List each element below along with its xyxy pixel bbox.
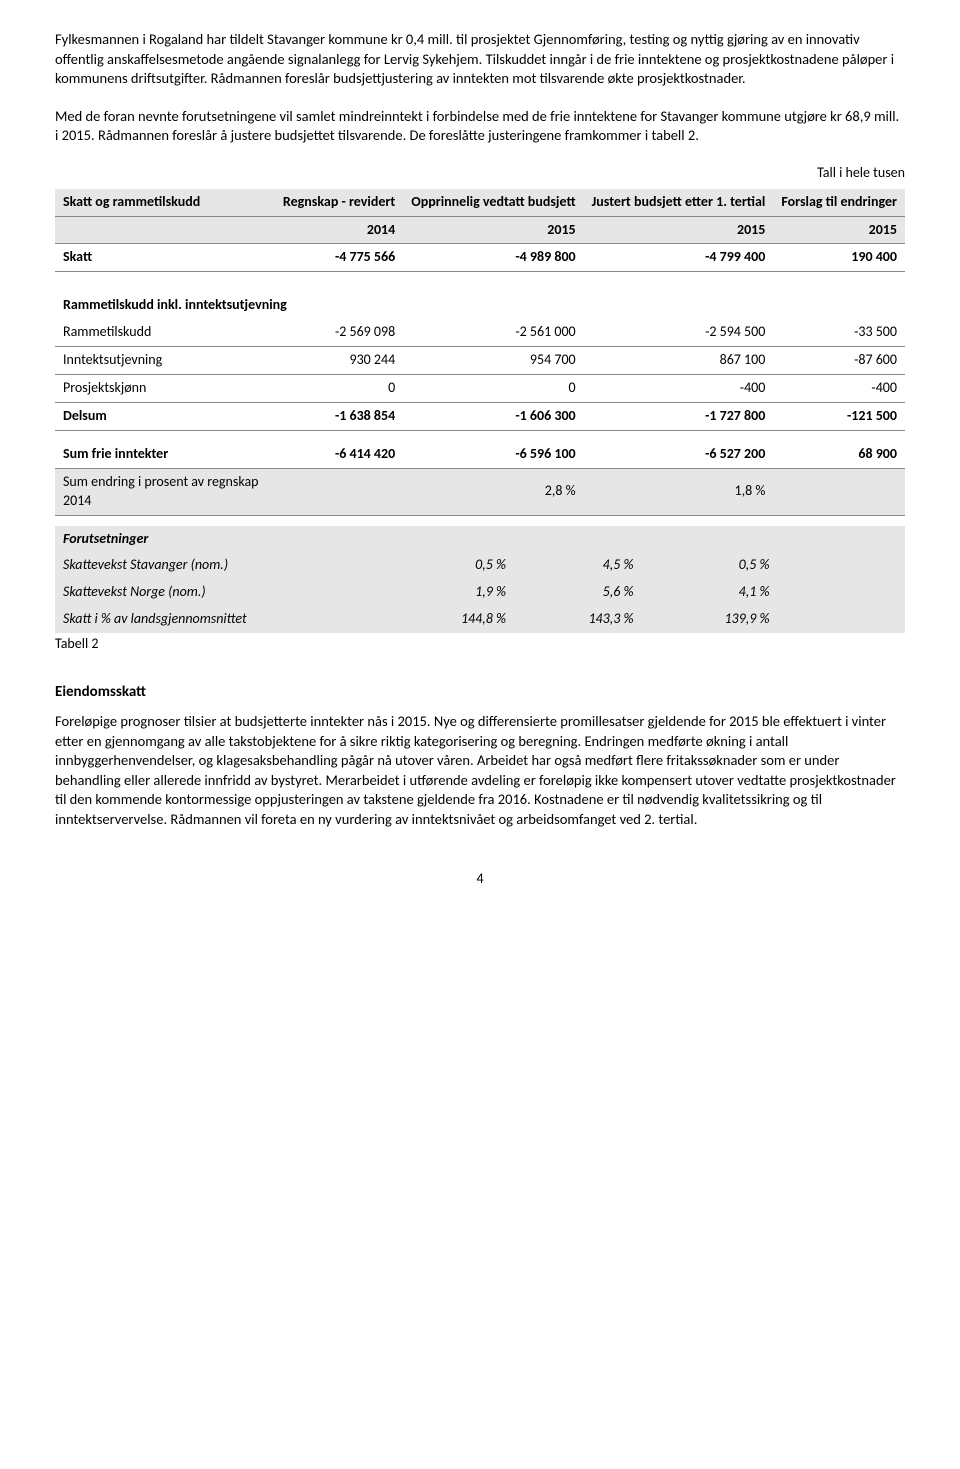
tbl2-caption: Tabell 2 [55,635,905,654]
row-pro-label: Prosjektskjønn [55,375,275,403]
row-pro-c3: -400 [584,375,774,403]
intro-paragraph-2: Med de foran nevnte forutsetningene vil … [55,107,905,146]
tbl2-r1-c1: 0,5 % [387,552,515,579]
row-sum-c2: -6 596 100 [403,441,583,468]
intro-paragraph-1: Fylkesmannen i Rogaland har tildelt Stav… [55,30,905,89]
row-sum-c4: 68 900 [773,441,905,468]
row-sum-c3: -6 527 200 [584,441,774,468]
tbl2-r3-label: Skatt i % av landsgjennomsnittet [55,606,387,633]
budget-table: Skatt og rammetilskudd Regnskap - revide… [55,189,905,516]
row-inn-c1: 930 244 [275,347,403,375]
tbl2-r2-c2: 5,6 % [514,579,642,606]
row-ramm-label: Rammetilskudd [55,319,275,346]
tbl2-hdr: Forutsetninger [55,526,905,553]
tbl2-r1-c4 [778,552,906,579]
unit-caption: Tall i hele tusen [55,164,905,183]
eiendomsskatt-text: Foreløpige prognoser tilsier at budsjett… [55,712,896,828]
tbl2-r1-label: Skattevekst Stavanger (nom.) [55,552,387,579]
spacer-2 [55,430,905,441]
row-del-label: Delsum [55,402,275,430]
th-y4: 2015 [773,216,905,244]
tbl2-r3-c3: 139,9 % [642,606,778,633]
row-inn-c3: 867 100 [584,347,774,375]
row-del-c4: -121 500 [773,402,905,430]
row-pct-c2: 2,8 % [403,468,583,515]
row-sum-c1: -6 414 420 [275,441,403,468]
th-y1: 2014 [275,216,403,244]
page-number: 4 [55,870,905,889]
tbl2-r2-label: Skattevekst Norge (nom.) [55,579,387,606]
spacer-1 [55,272,905,283]
row-del-c3: -1 727 800 [584,402,774,430]
th-col0: Skatt og rammetilskudd [55,189,275,216]
row-pct-c1 [275,468,403,515]
row-inn-c4: -87 600 [773,347,905,375]
row-pro-c4: -400 [773,375,905,403]
row-ramm-c2: -2 561 000 [403,319,583,346]
row-skatt-label: Skatt [55,244,275,272]
row-del-c1: -1 638 854 [275,402,403,430]
tbl2-r1-c3: 0,5 % [642,552,778,579]
row-skatt-c3: -4 799 400 [584,244,774,272]
th-col2: Opprinnelig vedtatt budsjett [403,189,583,216]
row-ramm-c3: -2 594 500 [584,319,774,346]
row-ramm-c4: -33 500 [773,319,905,346]
tbl2-r2-c4 [778,579,906,606]
row-skatt-c1: -4 775 566 [275,244,403,272]
th-col4: Forslag til endringer [773,189,905,216]
tbl2-r2-c3: 4,1 % [642,579,778,606]
row-del-c2: -1 606 300 [403,402,583,430]
th-y2: 2015 [403,216,583,244]
th-y3: 2015 [584,216,774,244]
intro-text-span-1: Fylkesmannen i Rogaland har tildelt Stav… [55,30,894,87]
tbl2-r3-c4 [778,606,906,633]
intro-text-span-2: Med de foran nevnte forutsetningene vil … [55,107,899,145]
th-y0 [55,216,275,244]
eiendomsskatt-paragraph: Foreløpige prognoser tilsier at budsjett… [55,712,905,829]
row-pro-c2: 0 [403,375,583,403]
th-col3: Justert budsjett etter 1. tertial [584,189,774,216]
row-skatt-c4: 190 400 [773,244,905,272]
tbl2-r1-c2: 4,5 % [514,552,642,579]
tbl2-r2-c1: 1,9 % [387,579,515,606]
row-sum-label: Sum frie inntekter [55,441,275,468]
row-inn-c2: 954 700 [403,347,583,375]
tbl2-r3-c2: 143,3 % [514,606,642,633]
assumptions-table: Forutsetninger Skattevekst Stavanger (no… [55,526,905,634]
row-ramm-c1: -2 569 098 [275,319,403,346]
tbl2-r3-c1: 144,8 % [387,606,515,633]
th-col1: Regnskap - revidert [275,189,403,216]
row-pro-c1: 0 [275,375,403,403]
section-ramm: Rammetilskudd inkl. inntektsutjevning [55,282,905,319]
section-eiendomsskatt-title: Eiendomsskatt [55,682,905,702]
row-pct-c4 [773,468,905,515]
row-skatt-c2: -4 989 800 [403,244,583,272]
row-pct-label: Sum endring i prosent av regnskap 2014 [55,468,275,515]
row-inn-label: Inntektsutjevning [55,347,275,375]
row-pct-c3: 1,8 % [584,468,774,515]
